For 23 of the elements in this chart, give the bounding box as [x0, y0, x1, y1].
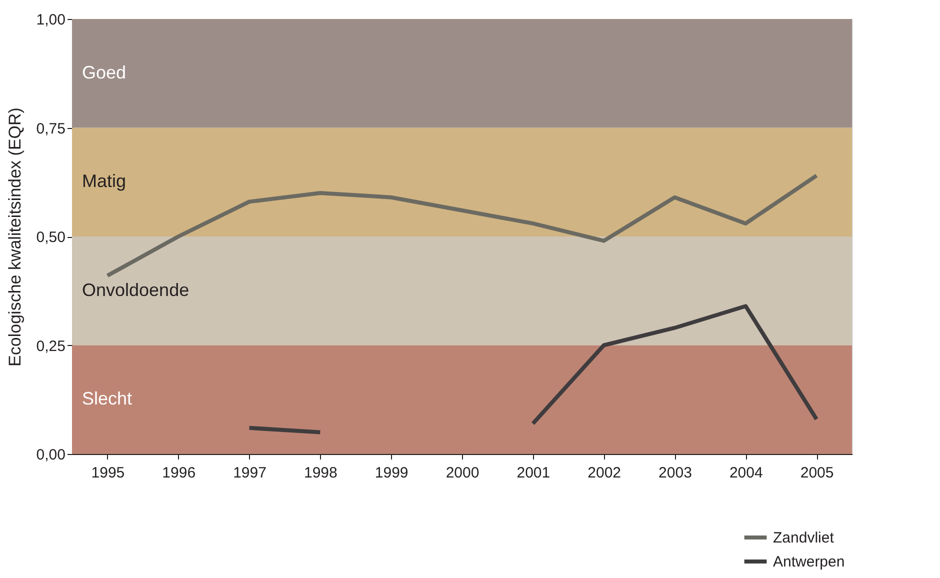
x-tick-label: 2001 [516, 464, 550, 482]
x-tick-label: 2002 [588, 464, 622, 482]
x-tick-label: 2000 [446, 464, 480, 482]
y-tick-label: 1,00 [36, 12, 66, 28]
x-tick-label: 1997 [233, 464, 266, 482]
y-tick-label: 0,50 [36, 229, 66, 246]
y-tick-label: 0,00 [36, 446, 66, 464]
x-tick-label: 2004 [729, 464, 763, 482]
x-tick-label: 1996 [162, 464, 196, 482]
x-tick-label: 2003 [658, 464, 692, 482]
band-label: Onvoldoende [82, 280, 190, 300]
y-tick-label: 0,25 [36, 338, 66, 355]
y-axis-title: Ecologische kwaliteitsindex (EQR) [5, 108, 24, 366]
legend-label: Antwerpen [773, 554, 845, 570]
y-tick-label: 0,75 [36, 120, 66, 138]
x-tick-label: 1995 [91, 464, 125, 482]
x-tick-label: 1999 [374, 464, 408, 482]
x-tick-label: 2005 [800, 464, 834, 482]
band-label: Slecht [82, 388, 132, 409]
x-tick-label: 1998 [304, 464, 338, 482]
band-label: Goed [82, 62, 126, 82]
band-label: Matig [82, 171, 126, 192]
legend-label: Zandvliet [773, 530, 835, 546]
